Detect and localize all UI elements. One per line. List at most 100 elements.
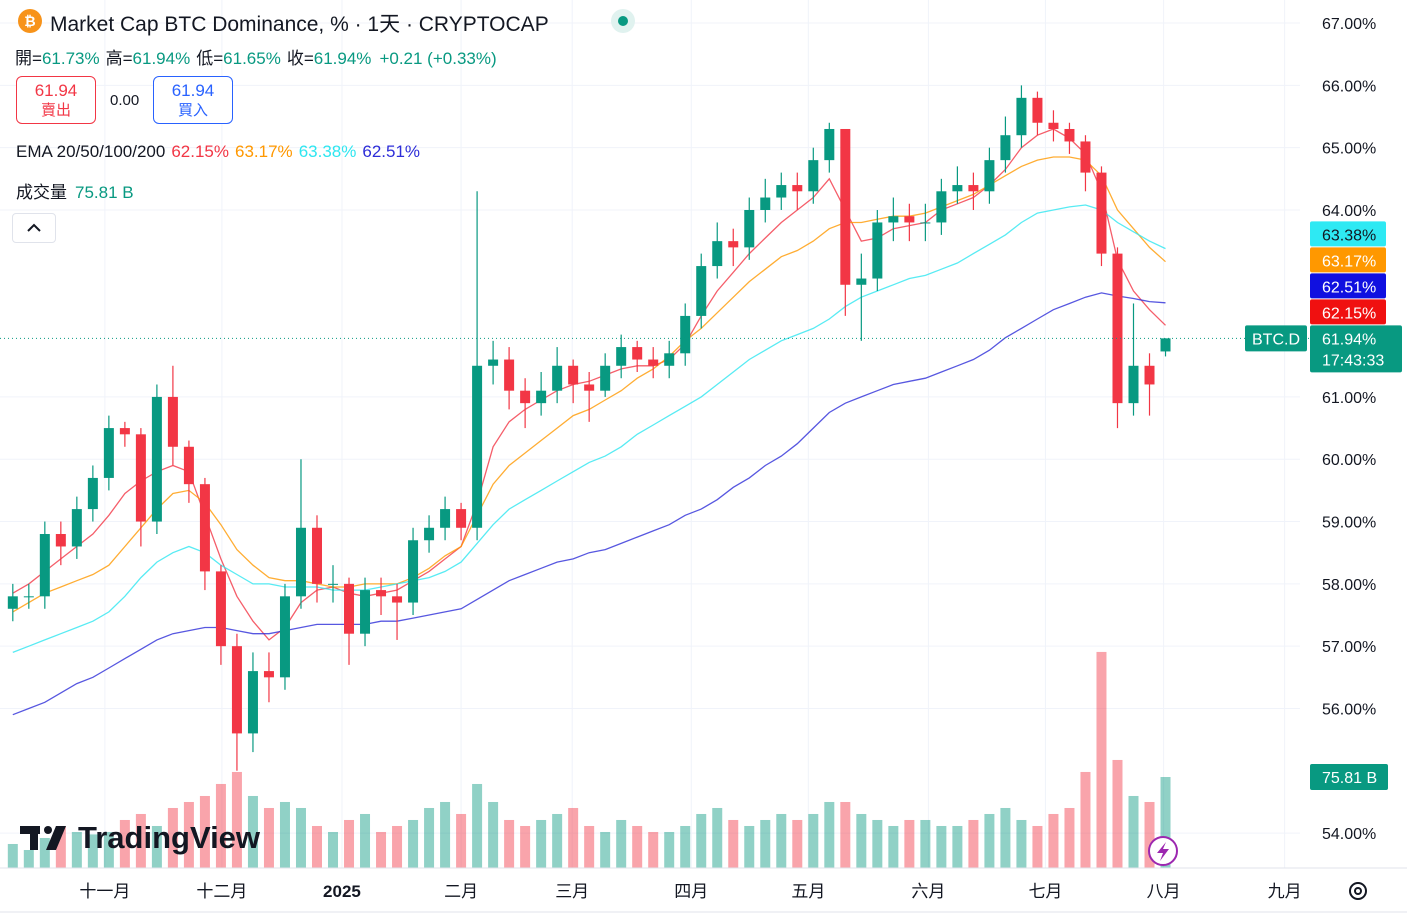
volume-bar	[840, 801, 851, 868]
ohlc-value: 61.65%	[223, 49, 281, 68]
candle-body	[824, 128, 835, 161]
ema-value: 62.15%	[171, 142, 230, 161]
sell-button[interactable]: 61.94 賣出	[16, 76, 96, 124]
settings-icon[interactable]	[1349, 882, 1367, 900]
volume-bar	[1096, 651, 1107, 868]
candle-body	[1112, 253, 1123, 404]
candle-body	[23, 596, 34, 598]
candle-body	[712, 241, 723, 267]
volume-bar	[328, 831, 339, 868]
y-tick-label: 58.00%	[1322, 577, 1376, 594]
volume-bar	[984, 813, 995, 868]
y-tick-label: 54.00%	[1322, 826, 1376, 843]
candle-body	[440, 509, 451, 528]
candle-body	[968, 185, 979, 192]
ema-badge-label: 63.38%	[1322, 227, 1376, 244]
ema-value: 63.38%	[298, 142, 357, 161]
candle-body	[424, 527, 435, 541]
ema-badge	[1310, 247, 1386, 273]
candle-body	[744, 209, 755, 248]
volume-bar	[376, 831, 387, 868]
ohlc-value: 61.94%	[132, 49, 191, 68]
candle-body	[488, 359, 499, 366]
volume-bar	[55, 825, 66, 868]
ohlc-key: 高=	[105, 49, 133, 68]
volume-bar	[71, 831, 82, 868]
y-tick-label: 64.00%	[1322, 203, 1376, 220]
volume-bar	[1112, 759, 1123, 868]
volume-bar	[872, 819, 883, 868]
candle-body	[1048, 122, 1059, 129]
candle-body	[328, 583, 339, 585]
candle-body	[183, 446, 194, 485]
volume-bar	[664, 831, 675, 868]
candle-body	[520, 390, 531, 404]
collapse-button[interactable]	[12, 213, 56, 243]
volume-bar	[1032, 825, 1043, 868]
change: +0.21 (+0.33%)	[379, 49, 497, 68]
ohlc-value: 61.73%	[41, 49, 100, 68]
status-dot	[611, 9, 635, 33]
candle-body	[632, 347, 643, 360]
ohlc-key: 低=	[196, 49, 224, 68]
lightning-icon[interactable]	[1148, 836, 1178, 866]
ema-badge	[1310, 273, 1386, 299]
volume-bar	[23, 849, 34, 868]
volume-bar	[87, 834, 98, 868]
volume-bar	[344, 819, 355, 868]
price-badge-value: 61.94%	[1322, 331, 1376, 348]
candle-body	[247, 671, 258, 734]
ema-label: EMA 20/50/100/200	[16, 142, 166, 161]
candle-body	[504, 359, 515, 391]
collapse-icon	[27, 223, 41, 232]
candle-body	[344, 583, 355, 634]
volume-bar	[360, 813, 371, 868]
volume-bar	[199, 795, 210, 868]
symbol-badge-label: BTC.D	[1252, 331, 1300, 348]
buy-price: 61.94	[171, 81, 215, 100]
volume-bar	[215, 783, 226, 868]
volume-bar	[103, 831, 114, 868]
candle-body	[263, 671, 274, 678]
ema-value: 63.17%	[235, 142, 293, 161]
candle-body	[408, 540, 419, 603]
candle-body	[840, 128, 851, 285]
candle-body	[199, 484, 210, 572]
volume-bar	[1160, 777, 1171, 868]
ohlc-key: 開=	[15, 49, 42, 68]
x-tick-label: 三月	[555, 882, 589, 901]
volume-bar	[424, 807, 435, 868]
volume-badge	[1310, 764, 1388, 790]
volume-bar	[696, 813, 707, 868]
volume-bar	[776, 813, 787, 868]
candle-body	[616, 347, 627, 366]
volume-bar	[183, 801, 194, 868]
volume-bar	[263, 807, 274, 868]
volume-bar	[7, 843, 18, 868]
candle-body	[552, 365, 563, 391]
countdown: 17:43:33	[1322, 352, 1384, 369]
candle-body	[856, 278, 867, 285]
volume-bar	[728, 819, 739, 868]
x-tick-label: 二月	[444, 882, 478, 901]
candle-body	[1144, 365, 1155, 385]
volume-bar	[39, 837, 50, 868]
candle-body	[71, 509, 82, 547]
candle-body	[376, 590, 387, 597]
volume-bar	[247, 795, 258, 868]
volume-bar	[760, 819, 771, 868]
candle-body	[728, 241, 739, 248]
ema-line	[12, 292, 1166, 716]
volume-bar	[279, 801, 290, 868]
ohlc-legend: 開=61.73% 高=61.94% 低=61.65% 收=61.94% +0.21 (+…	[15, 44, 497, 69]
volume-label: 成交量	[16, 183, 67, 202]
x-tick-label: 十一月	[79, 882, 130, 901]
candle-body	[231, 646, 242, 734]
price-badge	[1310, 325, 1402, 373]
candle-body	[151, 396, 162, 522]
candle-body	[7, 596, 18, 609]
volume-bar	[151, 825, 162, 868]
candle-body	[904, 216, 915, 223]
buy-button[interactable]: 61.94 買入	[153, 76, 233, 124]
